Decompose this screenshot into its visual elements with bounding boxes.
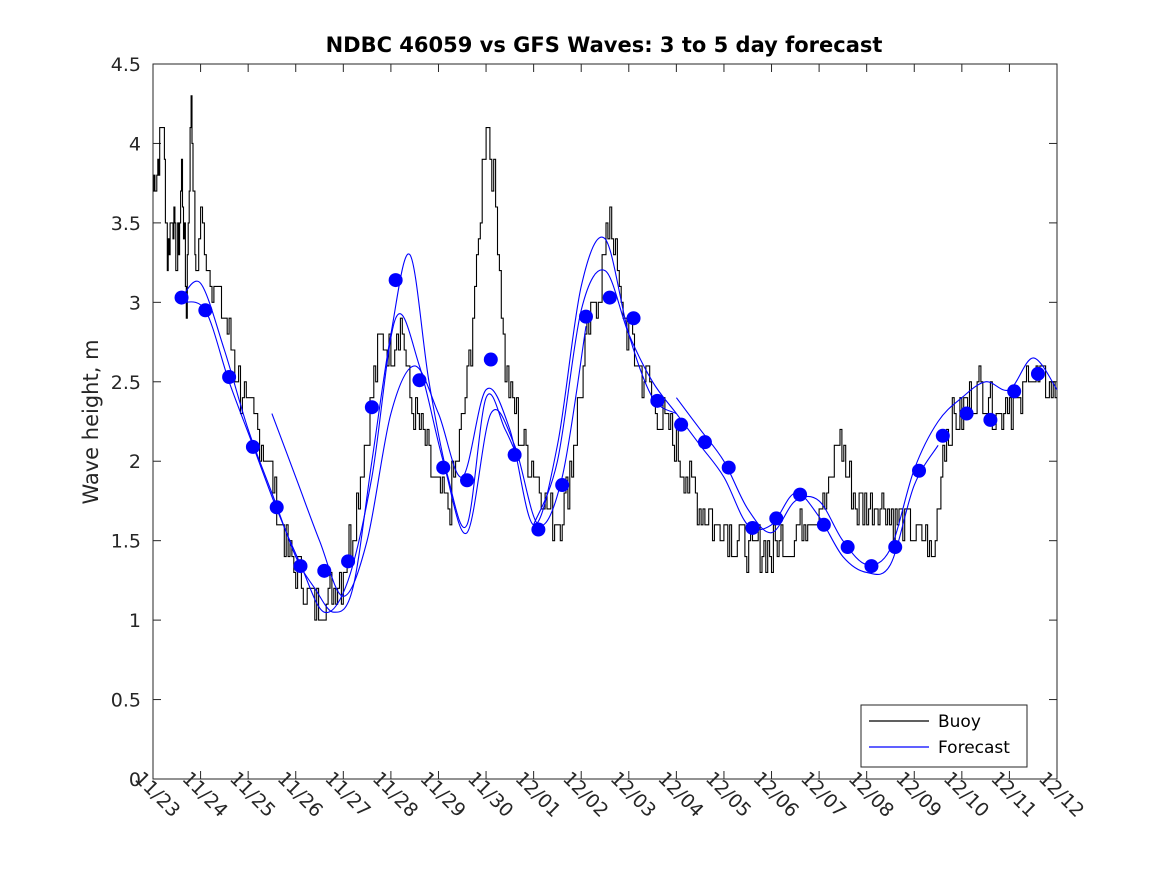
forecast-point — [317, 563, 332, 578]
y-tick-label: 2 — [129, 451, 141, 473]
forecast-point — [1030, 366, 1045, 381]
y-tick-label: 0 — [129, 769, 141, 791]
forecast-point — [222, 370, 237, 385]
forecast-point — [364, 400, 379, 415]
forecast-point — [864, 559, 879, 574]
forecast-point — [912, 463, 927, 478]
x-tick-label: 12/02 — [558, 768, 612, 822]
forecast-point — [507, 447, 522, 462]
legend: Buoy Forecast — [860, 704, 1028, 768]
forecast-run-line — [533, 269, 939, 575]
forecast-point — [888, 540, 903, 555]
legend-forecast-label: Forecast — [938, 738, 1010, 758]
forecast-point — [174, 290, 189, 305]
y-tick-label: 2.5 — [111, 372, 141, 394]
forecast-point — [745, 520, 760, 535]
forecast-point — [341, 554, 356, 569]
forecast-point — [935, 428, 950, 443]
y-axis-label: Wave height, m — [79, 339, 103, 504]
forecast-point — [578, 309, 593, 324]
legend-buoy-label: Buoy — [938, 712, 981, 732]
forecast-point — [198, 303, 213, 318]
y-tick-label: 3 — [129, 292, 141, 314]
x-tick-label: 11/23 — [130, 768, 184, 822]
forecast-point — [721, 460, 736, 475]
forecast-point — [412, 373, 427, 388]
x-tick-label: 12/03 — [606, 768, 660, 822]
forecast-run-line — [271, 236, 677, 597]
forecast-point — [245, 439, 260, 454]
y-tick-label: 0.5 — [111, 690, 141, 712]
x-tick-label: 11/28 — [368, 768, 422, 822]
x-tick-label: 11/26 — [273, 768, 327, 822]
forecast-point — [650, 393, 665, 408]
chart-title: NDBC 46059 vs GFS Waves: 3 to 5 day fore… — [326, 33, 883, 57]
x-tick-label: 12/01 — [511, 768, 565, 822]
forecast-point — [674, 417, 689, 432]
y-tick-label: 4 — [129, 133, 141, 155]
y-tick-label: 3.5 — [111, 213, 141, 235]
x-tick-label: 11/25 — [225, 768, 279, 822]
x-tick-label: 12/09 — [891, 768, 945, 822]
forecast-point — [602, 290, 617, 305]
x-tick-label: 11/27 — [320, 768, 374, 822]
x-tick-label: 12/08 — [844, 768, 898, 822]
forecast-point — [816, 517, 831, 532]
forecast-point — [1007, 384, 1022, 399]
forecast-point — [483, 352, 498, 367]
x-tick-label: 12/10 — [939, 768, 993, 822]
forecast-point — [769, 511, 784, 526]
x-tick-label: 12/05 — [701, 768, 755, 822]
x-tick-label: 12/12 — [1034, 768, 1088, 822]
y-tick-label: 1.5 — [111, 531, 141, 553]
forecast-point — [959, 406, 974, 421]
x-tick-label: 12/07 — [796, 768, 850, 822]
legend-box — [860, 704, 1028, 768]
y-tick-label: 4.5 — [111, 54, 141, 76]
forecast-point — [388, 273, 403, 288]
forecast-point — [293, 559, 308, 574]
forecast-point — [269, 500, 284, 515]
forecast-point — [436, 460, 451, 475]
x-tick-label: 11/29 — [416, 768, 470, 822]
buoy-series-line — [153, 95, 1057, 621]
x-tick-label: 12/11 — [987, 768, 1041, 822]
forecast-point — [697, 435, 712, 450]
y-tick-label: 1 — [129, 610, 141, 632]
forecast-run-line — [675, 357, 1058, 566]
forecast-run-line — [181, 253, 520, 613]
x-tick-label: 12/06 — [749, 768, 803, 822]
axes-box — [152, 63, 1058, 780]
x-tick-label: 11/30 — [463, 768, 517, 822]
forecast-point — [983, 412, 998, 427]
forecast-point — [531, 522, 546, 537]
x-tick-label: 12/04 — [653, 768, 707, 822]
forecast-point — [840, 540, 855, 555]
x-tick-label: 11/24 — [178, 768, 232, 822]
forecast-point — [460, 473, 475, 488]
forecast-point — [555, 478, 570, 493]
forecast-point — [793, 487, 808, 502]
forecast-point — [626, 311, 641, 326]
